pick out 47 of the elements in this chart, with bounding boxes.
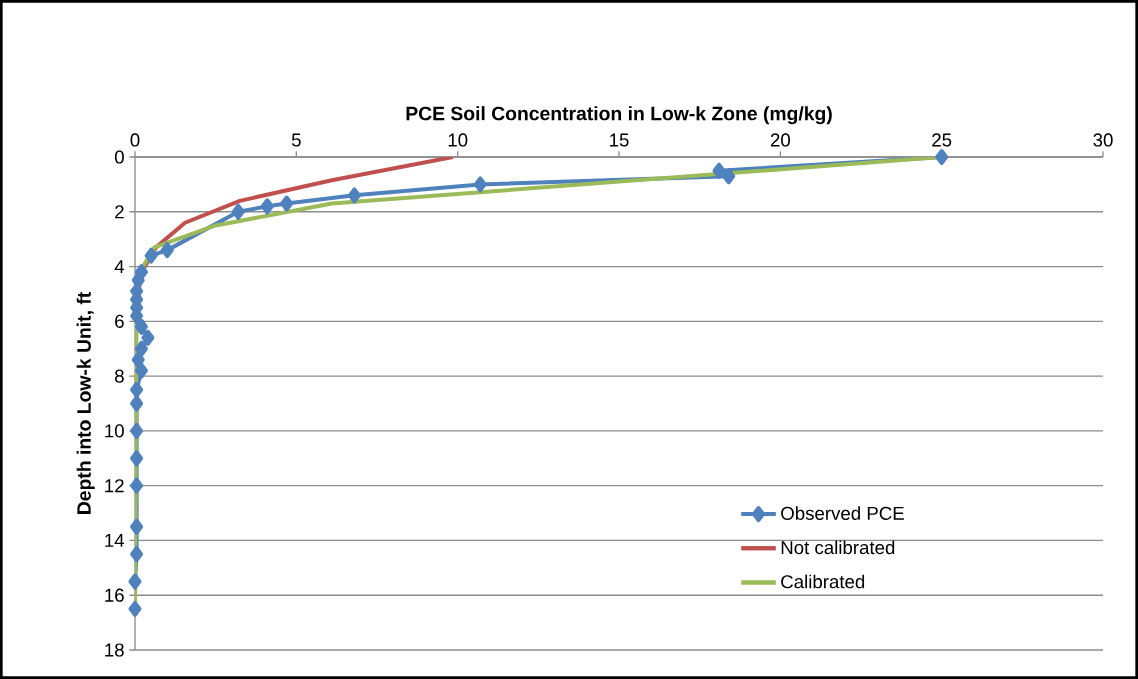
point — [347, 187, 361, 204]
y-tick-label: 10 — [105, 424, 124, 438]
y-tick-label: 8 — [115, 369, 124, 383]
point — [130, 477, 144, 494]
point — [160, 242, 174, 259]
point — [128, 600, 142, 617]
point — [144, 247, 158, 264]
point — [260, 198, 274, 215]
x-tick-label: 15 — [610, 133, 629, 147]
point — [722, 168, 736, 185]
point — [134, 340, 148, 357]
point — [128, 573, 142, 590]
point — [130, 422, 144, 439]
y-tick-label: 6 — [115, 314, 124, 328]
x-tick-label: 20 — [770, 133, 790, 147]
point — [280, 195, 294, 212]
x-axis-title: PCE Soil Concentration in Low-k Zone (mg/kg) — [406, 106, 832, 125]
point — [131, 272, 145, 289]
x-tick-label: 25 — [932, 133, 952, 147]
point — [134, 318, 148, 335]
point — [130, 450, 144, 467]
point — [130, 546, 144, 563]
point — [712, 162, 726, 179]
legend-label: Calibrated — [781, 574, 865, 589]
x-tick-label: 0 — [130, 133, 140, 147]
y-tick-label: 2 — [115, 205, 124, 219]
point — [130, 395, 144, 412]
y-axis-title: Depth into Low-k Unit, ft — [76, 292, 95, 514]
point — [935, 149, 949, 165]
point — [141, 329, 155, 346]
point — [473, 176, 487, 193]
point — [130, 518, 144, 535]
point — [134, 362, 148, 379]
x-tick-label: 5 — [291, 133, 301, 147]
y-tick-label: 14 — [105, 534, 125, 547]
point — [130, 381, 144, 398]
legend-label: Not calibrated — [781, 540, 895, 555]
y-tick-label: 12 — [105, 479, 124, 493]
point — [231, 203, 245, 220]
legend-label: Observed PCE — [781, 506, 904, 520]
y-tick-label: 0 — [114, 150, 124, 164]
x-tick-label: 30 — [1093, 133, 1113, 147]
y-tick-label: 16 — [105, 588, 124, 602]
point — [131, 351, 145, 368]
y-tick-label: 4 — [114, 260, 125, 273]
y-tick-label: 18 — [105, 643, 124, 657]
x-tick-label: 10 — [448, 133, 468, 147]
